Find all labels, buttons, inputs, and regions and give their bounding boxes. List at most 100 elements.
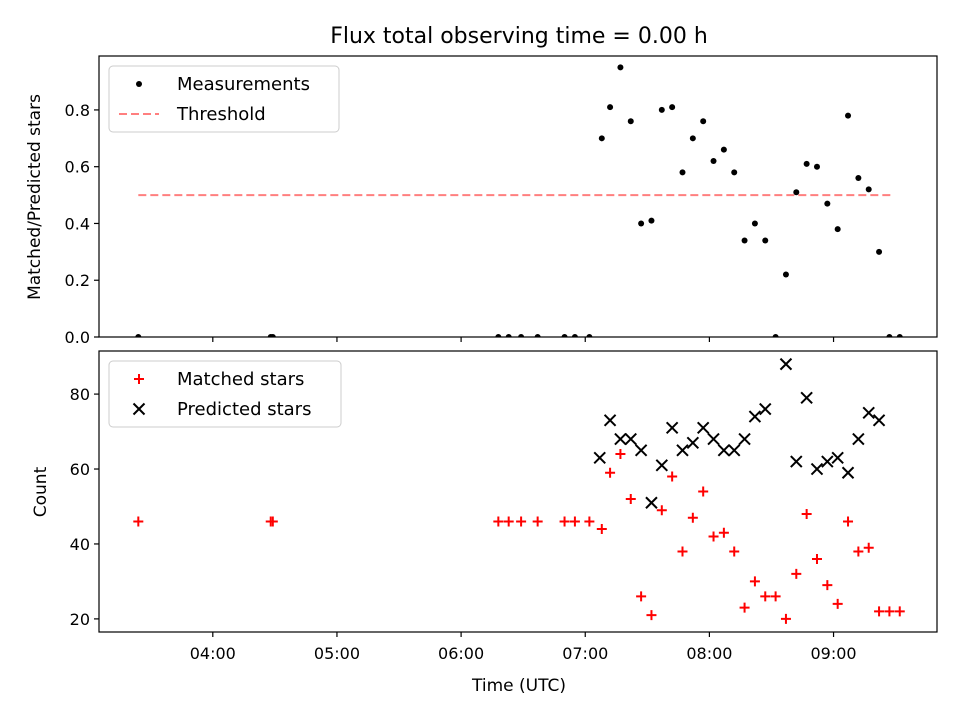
measurements-point: [571, 334, 578, 337]
measurements-point: [824, 200, 831, 207]
chart-title: Flux total observing time = 0.00 h: [330, 24, 708, 49]
matched-stars-point: [708, 531, 719, 542]
matched-stars-point: [687, 512, 698, 523]
measurements-point: [751, 220, 758, 227]
measurements-point: [269, 334, 276, 337]
matched-stars-point: [770, 591, 781, 602]
matched-stars-point: [863, 542, 874, 553]
legend-marker: [134, 374, 144, 384]
matched-stars-point: [739, 602, 750, 613]
matched-stars-point: [801, 508, 812, 519]
legend-marker: [132, 402, 146, 416]
predicted-stars-point: [748, 410, 762, 423]
measurements-point: [886, 334, 893, 337]
matched-stars-point: [874, 606, 885, 617]
predicted-stars-point: [738, 432, 751, 446]
matched-stars-point: [503, 516, 514, 527]
measurements-point: [762, 237, 769, 244]
matched-stars-point: [698, 486, 709, 497]
legend-marker: [136, 81, 142, 87]
matched-stars-point: [749, 576, 760, 587]
matched-stars-point: [832, 598, 843, 609]
x-axis-label: Time (UTC): [471, 676, 566, 696]
predicted-stars-point: [759, 402, 772, 416]
measurements-point: [855, 175, 862, 182]
measurements-point: [710, 158, 717, 165]
legend-entry-label: Threshold: [176, 104, 266, 125]
predicted-stars-point: [717, 444, 731, 457]
y-tick-label: 0.6: [65, 158, 90, 177]
predicted-stars-point: [634, 444, 648, 457]
measurements-point: [617, 64, 624, 71]
predicted-stars-point: [593, 451, 606, 464]
y-tick-label: 40: [70, 535, 90, 554]
predicted-stars-point: [852, 432, 865, 446]
x-tick-label: 05:00: [314, 644, 360, 663]
measurements-point: [135, 334, 142, 337]
matched-stars-point: [133, 516, 144, 527]
top-y-axis-label: Matched/Predicted stars: [25, 94, 45, 300]
predicted-stars-point: [790, 455, 803, 468]
matched-stars-point: [532, 516, 543, 527]
measurements-point: [772, 334, 779, 337]
measurements-point: [803, 160, 810, 167]
legend-box: [108, 360, 342, 428]
predicted-stars-point: [624, 432, 637, 446]
matched-stars-point: [884, 606, 895, 617]
x-tick-label: 04:00: [190, 644, 236, 663]
matched-stars-point: [636, 591, 647, 602]
legend-entry-label: Predicted stars: [177, 399, 311, 420]
matched-stars-point: [605, 467, 616, 478]
measurements-point: [731, 169, 738, 176]
predicted-stars-point: [707, 432, 720, 446]
predicted-stars-point: [603, 414, 617, 427]
predicted-stars-point: [872, 414, 886, 427]
measurements-point: [561, 334, 568, 337]
predicted-stars-point: [810, 462, 824, 476]
matched-stars-point: [267, 516, 278, 527]
matched-stars-point: [559, 516, 570, 527]
measurements-point: [505, 334, 512, 337]
y-tick-label: 0.0: [65, 328, 90, 347]
x-tick-label: 08:00: [686, 644, 732, 663]
matched-stars-point: [625, 493, 636, 504]
matched-stars-point: [811, 553, 822, 564]
measurements-point: [648, 217, 655, 224]
matched-stars-point: [569, 516, 580, 527]
measurements-point: [876, 248, 883, 255]
x-tick-label: 09:00: [810, 644, 856, 663]
predicted-stars-point: [645, 496, 658, 509]
predicted-stars-point: [728, 444, 741, 457]
measurements-point: [720, 146, 727, 153]
predicted-stars-point: [655, 459, 669, 472]
matched-stars-point: [596, 523, 607, 534]
plot-area: [133, 357, 905, 624]
matched-stars-point: [493, 516, 504, 527]
measurements-point: [638, 220, 645, 227]
matched-stars-point: [677, 546, 688, 557]
measurements-point: [741, 237, 748, 244]
matched-stars-point: [822, 580, 833, 591]
x-tick-label: 07:00: [562, 644, 608, 663]
predicted-stars-point: [821, 455, 834, 468]
matched-stars-point: [656, 505, 667, 516]
predicted-stars-point: [696, 421, 710, 435]
measurements-point: [793, 189, 800, 196]
measurements-point: [813, 163, 820, 170]
bottom-panel: 20 40 60 80 04:00 05:00 06:00 07:00 08:00 09:00 Ma…: [70, 350, 938, 663]
measurements-point: [627, 118, 634, 125]
matched-stars-point: [760, 591, 771, 602]
matched-stars-point: [646, 610, 657, 621]
measurements-point: [607, 104, 614, 111]
predicted-stars-point: [779, 357, 793, 371]
y-tick-label: 20: [70, 610, 90, 629]
matched-stars-point: [780, 613, 791, 624]
measurements-point: [782, 271, 789, 278]
measurements-point: [586, 334, 593, 337]
predicted-stars-point: [665, 421, 679, 435]
measurements-point: [689, 135, 696, 142]
y-tick-label: 0.8: [65, 101, 90, 120]
x-tick-label: 06:00: [438, 644, 484, 663]
measurements-point: [669, 104, 676, 111]
